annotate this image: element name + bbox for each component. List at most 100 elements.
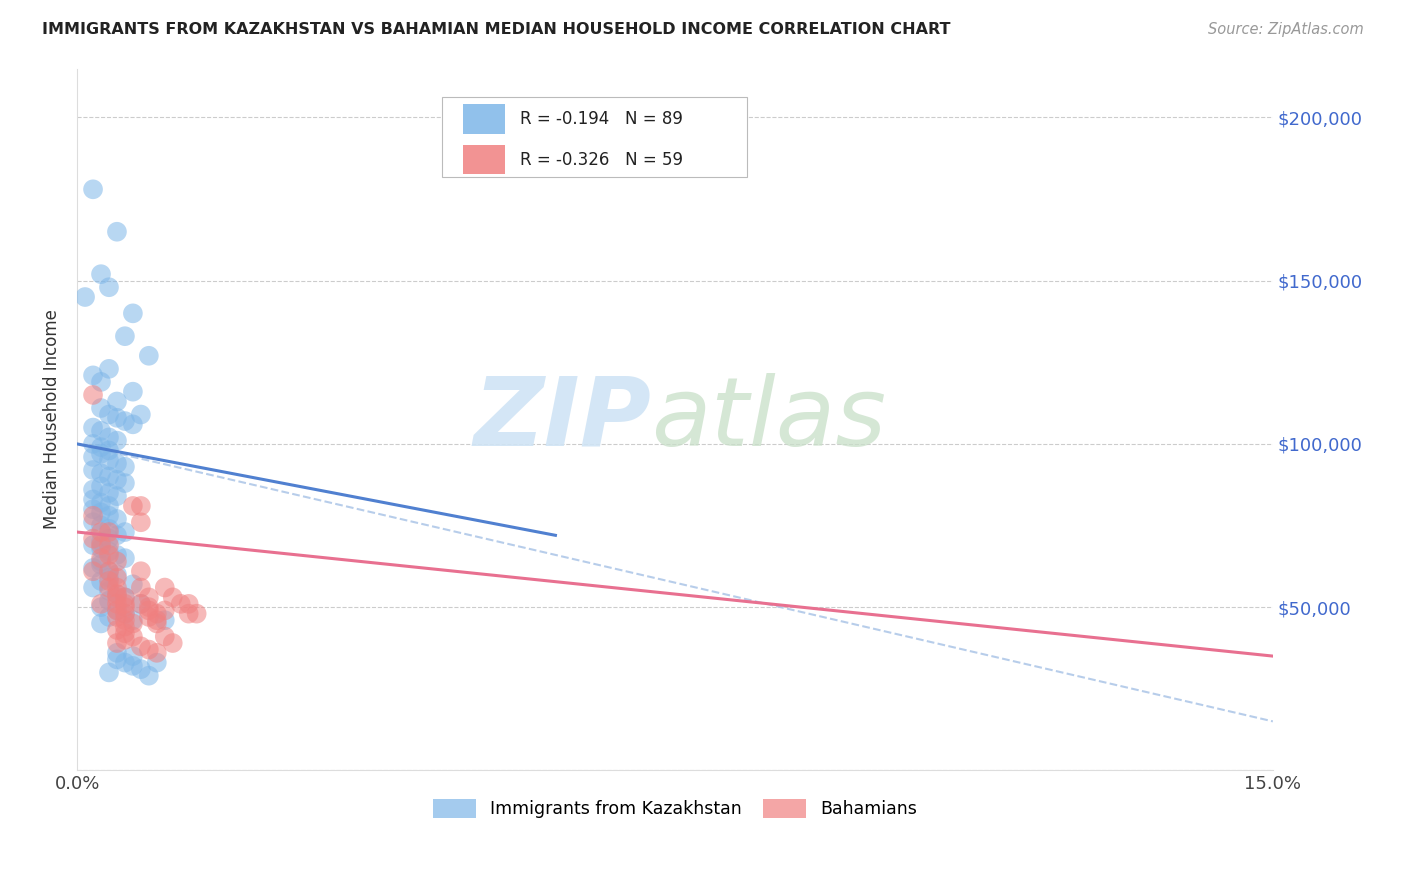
- Point: [90, 496, 112, 510]
- Point: [129, 597, 152, 611]
- Point: [82, 463, 104, 477]
- Point: [138, 591, 160, 605]
- Point: [138, 600, 160, 615]
- Point: [98, 443, 121, 458]
- Point: [138, 349, 160, 363]
- Point: [90, 467, 112, 481]
- Point: [129, 408, 152, 422]
- Point: [98, 408, 121, 422]
- Point: [105, 587, 128, 601]
- Point: [122, 417, 145, 432]
- Text: Source: ZipAtlas.com: Source: ZipAtlas.com: [1208, 22, 1364, 37]
- Point: [129, 499, 152, 513]
- Point: [105, 652, 128, 666]
- Point: [122, 499, 145, 513]
- FancyBboxPatch shape: [464, 104, 505, 134]
- Point: [105, 512, 128, 526]
- Point: [98, 544, 121, 558]
- Point: [82, 581, 104, 595]
- Point: [146, 646, 169, 660]
- Point: [114, 607, 136, 621]
- Point: [98, 280, 121, 294]
- Point: [82, 182, 104, 196]
- Point: [105, 581, 128, 595]
- Point: [90, 534, 112, 549]
- Point: [82, 502, 104, 516]
- Point: [177, 607, 200, 621]
- FancyBboxPatch shape: [441, 96, 747, 178]
- Point: [82, 538, 104, 552]
- Point: [105, 225, 128, 239]
- Point: [122, 384, 145, 399]
- Point: [114, 459, 136, 474]
- Point: [114, 476, 136, 491]
- Point: [129, 597, 152, 611]
- Point: [114, 524, 136, 539]
- Point: [186, 607, 208, 621]
- Point: [82, 508, 104, 523]
- Point: [162, 636, 184, 650]
- Point: [138, 642, 160, 657]
- Point: [105, 597, 128, 611]
- Point: [90, 447, 112, 461]
- Point: [98, 548, 121, 562]
- Point: [153, 603, 176, 617]
- Point: [90, 375, 112, 389]
- FancyBboxPatch shape: [464, 145, 505, 174]
- Point: [98, 571, 121, 585]
- Point: [105, 394, 128, 409]
- Point: [90, 518, 112, 533]
- Point: [82, 515, 104, 529]
- Y-axis label: Median Household Income: Median Household Income: [44, 310, 60, 529]
- Text: R = -0.194   N = 89: R = -0.194 N = 89: [520, 111, 682, 128]
- Point: [82, 420, 104, 434]
- Point: [105, 548, 128, 562]
- Point: [138, 603, 160, 617]
- Point: [146, 616, 169, 631]
- Point: [122, 649, 145, 664]
- Point: [153, 613, 176, 627]
- Point: [105, 646, 128, 660]
- Point: [114, 414, 136, 428]
- Point: [98, 453, 121, 467]
- Point: [105, 554, 128, 568]
- Point: [114, 620, 136, 634]
- Point: [98, 583, 121, 598]
- Point: [105, 571, 128, 585]
- Point: [122, 577, 145, 591]
- Point: [82, 450, 104, 464]
- Point: [98, 361, 121, 376]
- Point: [98, 564, 121, 578]
- Point: [122, 616, 145, 631]
- Point: [82, 564, 104, 578]
- Point: [105, 434, 128, 448]
- Point: [146, 613, 169, 627]
- Point: [105, 587, 128, 601]
- Point: [90, 616, 112, 631]
- Point: [98, 430, 121, 444]
- Point: [105, 591, 128, 605]
- Point: [98, 593, 121, 607]
- Point: [98, 524, 121, 539]
- Point: [162, 591, 184, 605]
- Point: [114, 600, 136, 615]
- Point: [90, 597, 112, 611]
- Point: [114, 613, 136, 627]
- Point: [90, 524, 112, 539]
- Point: [82, 368, 104, 383]
- Point: [82, 561, 104, 575]
- Point: [105, 610, 128, 624]
- Point: [90, 541, 112, 556]
- Point: [90, 424, 112, 438]
- Point: [114, 591, 136, 605]
- Point: [122, 306, 145, 320]
- Point: [122, 613, 145, 627]
- Point: [90, 538, 112, 552]
- Point: [114, 656, 136, 670]
- Point: [90, 401, 112, 415]
- Point: [105, 603, 128, 617]
- Point: [98, 469, 121, 483]
- Point: [138, 668, 160, 682]
- Point: [114, 591, 136, 605]
- Point: [105, 410, 128, 425]
